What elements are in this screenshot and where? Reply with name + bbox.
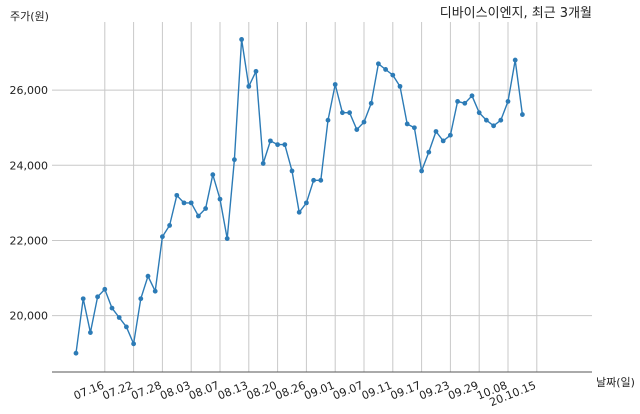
data-point [88,330,93,335]
data-point [203,206,209,211]
data-point [361,119,367,125]
data-point [462,100,468,106]
y-axis-label: 주가(원) [10,10,49,23]
data-point [174,192,180,198]
data-point [354,127,360,132]
data-point [275,142,280,148]
data-point [268,138,273,144]
data-point [448,132,453,138]
data-point [476,110,482,116]
chart-title: 디바이스이엔지, 최근 3개월 [440,6,592,21]
data-point [80,296,86,302]
data-point [440,138,446,144]
data-point [347,110,352,116]
data-point [116,315,122,320]
data-point [167,223,173,228]
data-point [188,200,194,206]
axis-layer: 20,00022,00024,00026,00007.1607.2207.280… [10,84,592,409]
data-point [340,110,345,116]
data-point [282,142,288,148]
data-point [224,236,230,241]
data-point [95,294,100,300]
data-point [520,112,525,117]
data-point [131,341,137,347]
data-point [368,100,374,106]
data-point [376,61,381,67]
data-point [289,168,295,174]
data-point [296,209,302,215]
data-point [390,72,396,78]
y-tick-label: 26,000 [10,84,49,97]
data-point [196,213,201,219]
data-point [138,296,144,302]
data-point [260,161,266,166]
data-points-layer [73,36,525,356]
data-point [181,200,187,206]
series-line-layer [75,39,524,354]
data-point [433,129,439,134]
data-point [145,273,151,279]
y-tick-label: 24,000 [10,159,49,172]
data-point [239,36,245,42]
data-point [253,68,259,74]
data-point [498,117,504,123]
data-point [124,324,129,330]
data-point [455,99,460,104]
data-point [217,196,223,202]
data-point [311,177,316,183]
data-point [102,286,108,292]
data-point [160,234,165,240]
y-tick-label: 22,000 [10,234,49,247]
x-axis-label: 날짜(일) [596,375,635,389]
data-point [318,177,324,183]
data-point [210,172,216,178]
data-point [469,93,475,99]
data-point [152,288,158,294]
data-point [304,200,309,206]
data-point [484,117,489,123]
data-point [232,157,237,163]
data-point [491,123,496,129]
data-point [383,67,388,72]
data-point [397,83,403,89]
data-point [109,305,115,311]
y-tick-label: 20,000 [10,310,49,323]
data-point [404,121,410,127]
data-point [412,125,417,131]
grid-layer [52,22,592,372]
data-point [512,57,518,63]
data-point [505,99,511,104]
data-point [73,350,79,356]
data-point [419,168,424,174]
data-point [332,82,338,87]
data-point [325,117,331,123]
data-point [246,83,252,89]
data-point [426,149,432,155]
series-line [75,39,524,354]
